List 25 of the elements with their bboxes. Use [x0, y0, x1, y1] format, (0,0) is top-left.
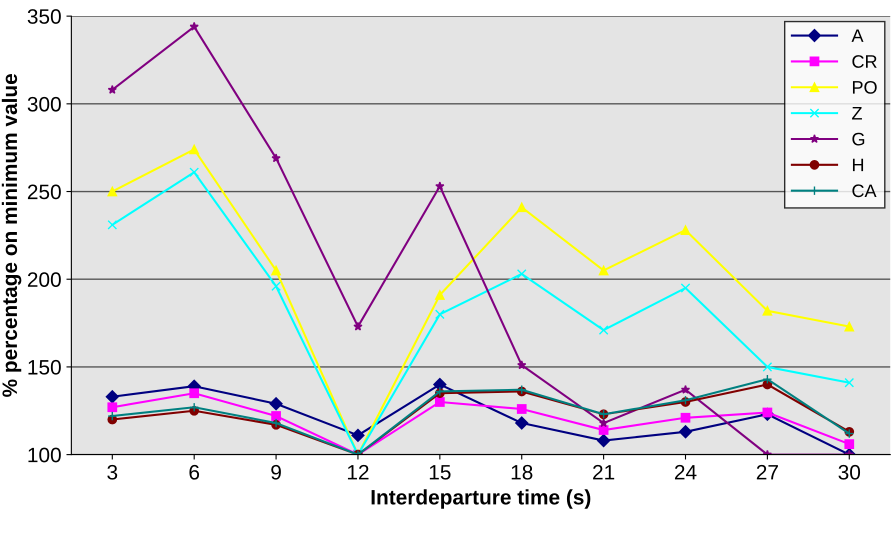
y-tick-label: 200 [28, 272, 61, 287]
y-tick-label: 150 [28, 360, 61, 375]
legend-label: A [852, 29, 864, 42]
y-tick-label: 350 [28, 9, 61, 24]
x-tick-label: 27 [756, 464, 778, 480]
legend-label: Z [852, 107, 862, 120]
legend-label: G [852, 132, 864, 146]
x-tick-label: 15 [430, 465, 451, 480]
x-tick-label: 18 [512, 464, 532, 480]
y-tick-label: 300 [28, 96, 61, 112]
legend-label: CR [852, 55, 877, 68]
y-tick-label: 250 [28, 184, 61, 200]
x-tick-label: 30 [838, 464, 860, 480]
legend-label: H [852, 158, 864, 172]
x-tick-label: 21 [593, 464, 614, 480]
x-axis-title: Interdeparture time (s) [372, 489, 590, 509]
x-tick-label: 24 [674, 464, 696, 480]
x-tick-label: 9 [271, 464, 281, 480]
legend-label: CA [852, 184, 877, 198]
y-axis-title: % percentage on minimum value [2, 74, 22, 397]
x-tick-label: 12 [348, 464, 368, 480]
x-tick-label: 6 [189, 464, 200, 480]
legend-label: PO [852, 80, 877, 94]
x-tick-label: 3 [107, 464, 118, 480]
y-tick-label: 100 [28, 448, 61, 462]
